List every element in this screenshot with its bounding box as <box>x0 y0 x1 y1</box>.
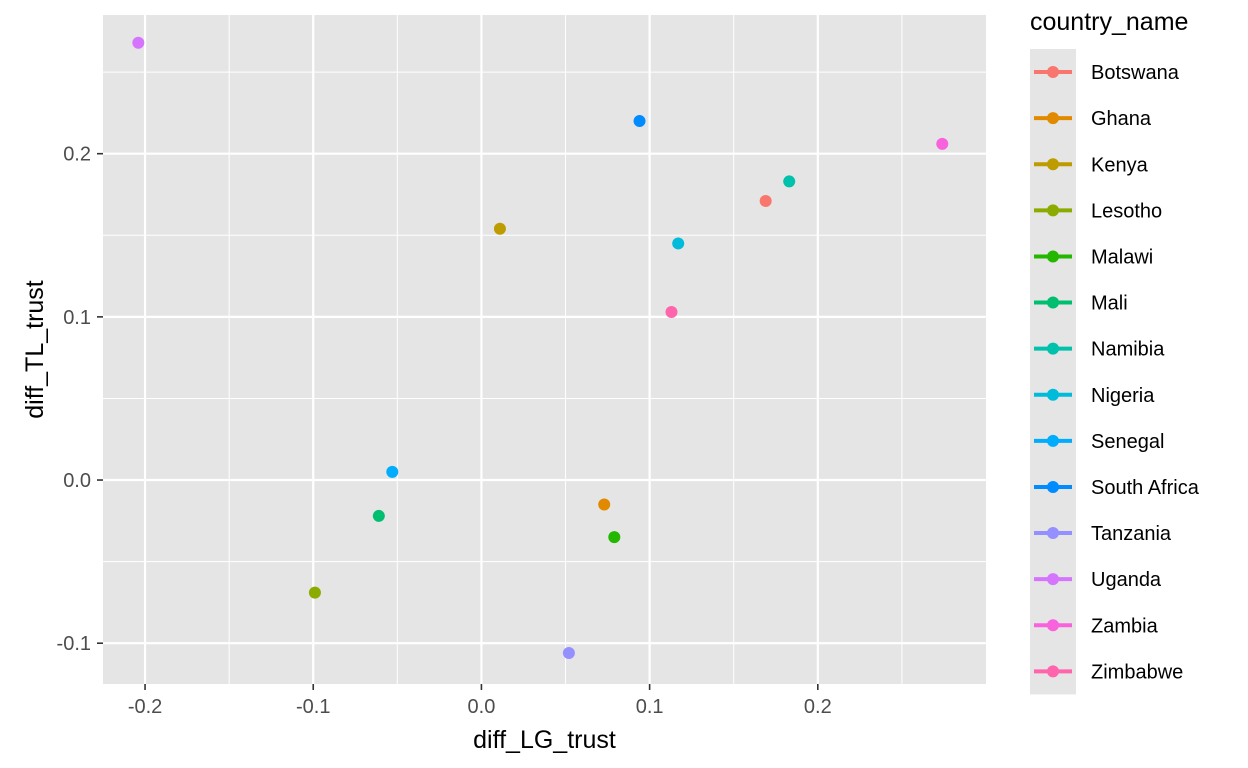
legend: Botswana Ghana Kenya Lesotho Malawi Mali Namib… <box>1030 49 1200 695</box>
x-tick-label: 0.2 <box>804 696 832 718</box>
data-point <box>372 509 385 522</box>
x-tick-label: 0.0 <box>468 696 496 718</box>
data-point <box>132 36 145 49</box>
data-point <box>665 305 678 318</box>
data-points <box>132 36 949 659</box>
data-point <box>598 498 611 511</box>
legend-key-background <box>1030 49 1076 695</box>
data-point <box>608 531 621 544</box>
legend-key-point <box>1047 296 1059 309</box>
legend-label: South Africa <box>1091 477 1200 499</box>
legend-label: Ghana <box>1091 108 1152 130</box>
legend-label: Tanzania <box>1091 523 1172 545</box>
major-gridlines <box>103 15 986 684</box>
legend-label: Senegal <box>1091 431 1164 453</box>
y-tick-label: -0.1 <box>57 633 91 655</box>
data-point <box>562 646 575 659</box>
legend-key-point <box>1047 158 1059 171</box>
legend-key-point <box>1047 434 1059 447</box>
data-point <box>783 175 796 188</box>
y-axis-title: diff_TL_trust <box>21 280 49 419</box>
data-point <box>633 115 646 128</box>
legend-key-point <box>1047 112 1059 125</box>
data-point <box>493 222 506 235</box>
x-tick-label: 0.1 <box>636 696 664 718</box>
legend-key-point <box>1047 250 1059 263</box>
legend-label: Lesotho <box>1091 200 1162 222</box>
legend-title: country_name <box>1030 8 1188 36</box>
y-tick-label: 0.0 <box>63 470 91 492</box>
legend-key-point <box>1047 665 1059 678</box>
legend-key-point <box>1047 342 1059 355</box>
minor-gridlines <box>103 15 986 684</box>
legend-key-point <box>1047 66 1059 79</box>
legend-key-point <box>1047 480 1059 493</box>
y-tick-label: 0.2 <box>63 144 91 166</box>
legend-key-point <box>1047 619 1059 632</box>
data-point <box>672 237 685 250</box>
x-tick-label: -0.2 <box>128 696 162 718</box>
legend-label: Zimbabwe <box>1091 661 1183 683</box>
y-tick-label: 0.1 <box>63 307 91 329</box>
data-point <box>936 137 949 150</box>
legend-key-point <box>1047 388 1059 401</box>
data-point <box>759 195 772 208</box>
legend-key-point <box>1047 527 1059 540</box>
legend-label: Botswana <box>1091 62 1180 84</box>
plot-panel <box>103 15 986 684</box>
legend-label: Uganda <box>1091 569 1162 591</box>
legend-label: Namibia <box>1091 339 1165 361</box>
data-point <box>308 586 321 599</box>
legend-key-point <box>1047 573 1059 586</box>
legend-label: Kenya <box>1091 154 1149 176</box>
legend-label: Nigeria <box>1091 385 1155 407</box>
data-point <box>386 465 399 478</box>
legend-label: Zambia <box>1091 615 1159 637</box>
x-tick-label: -0.1 <box>296 696 330 718</box>
axis-ticks: -0.2 -0.1 0.0 0.1 0.2 -0.1 0.0 0.1 0.2 <box>57 144 832 718</box>
legend-label: Malawi <box>1091 246 1153 268</box>
legend-key-point <box>1047 204 1059 217</box>
legend-label: Mali <box>1091 293 1128 315</box>
x-axis-title: diff_LG_trust <box>473 726 616 754</box>
